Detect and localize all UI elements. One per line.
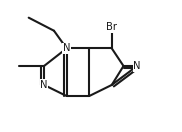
Text: N: N — [40, 80, 48, 90]
Text: Br: Br — [106, 22, 117, 32]
Text: N: N — [63, 43, 70, 53]
Text: N: N — [133, 61, 141, 71]
